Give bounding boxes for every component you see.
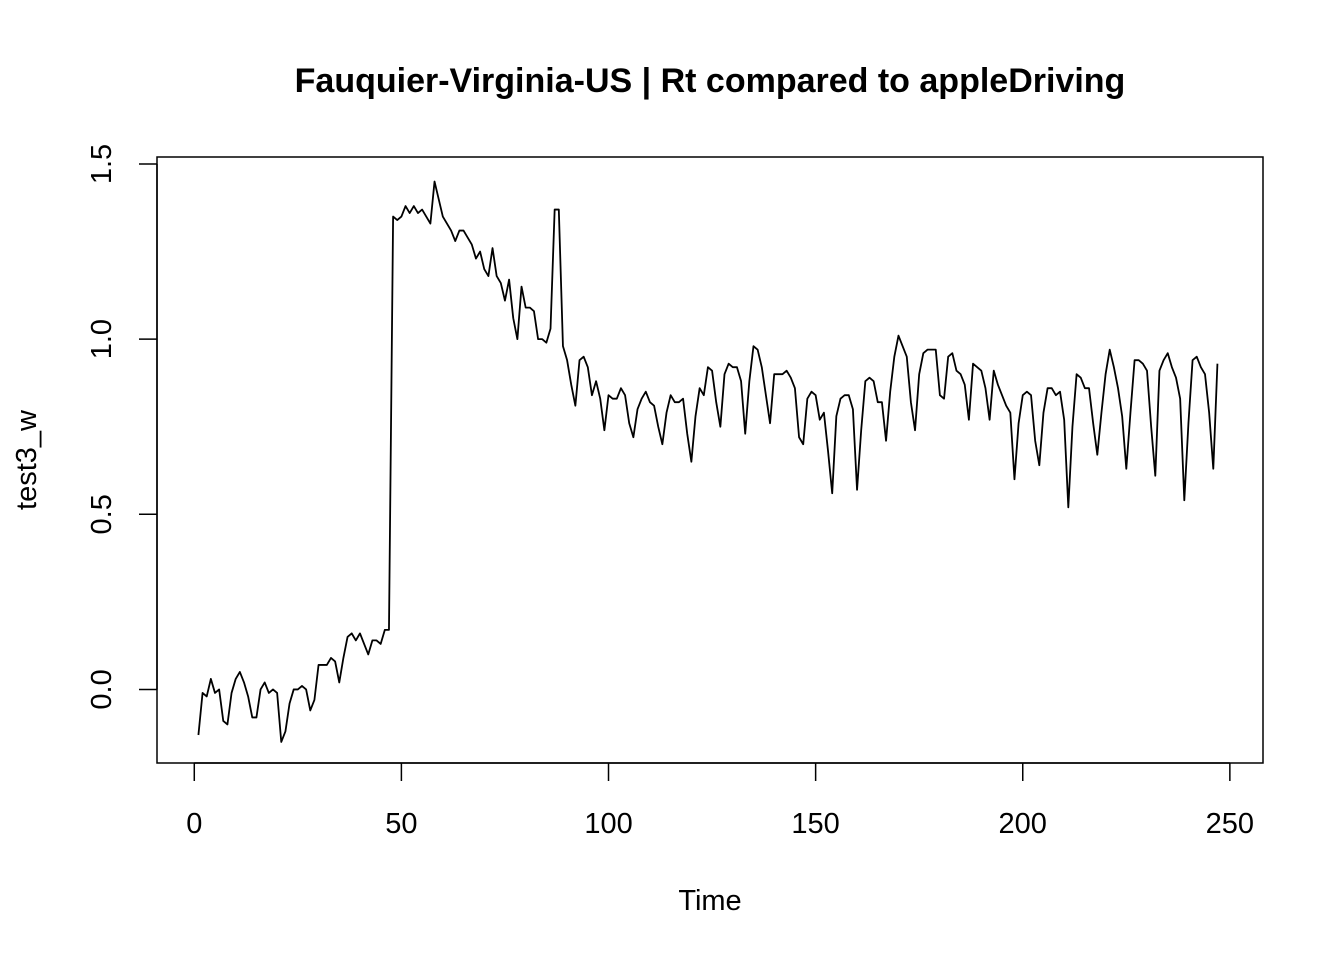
y-axis-label: test3_w	[11, 409, 43, 510]
x-tick-label: 100	[584, 808, 632, 840]
x-tick-label: 0	[186, 808, 202, 840]
y-tick-label: 1.5	[86, 144, 118, 184]
x-tick-label: 150	[791, 808, 839, 840]
y-tick-label: 1.0	[86, 319, 118, 359]
y-tick-label: 0.0	[86, 669, 118, 709]
x-tick-label: 50	[385, 808, 417, 840]
x-tick-label: 250	[1206, 808, 1254, 840]
chart-title: Fauquier-Virginia-US | Rt compared to ap…	[295, 62, 1126, 100]
y-tick-label: 0.5	[86, 494, 118, 534]
x-axis-label: Time	[678, 885, 741, 917]
x-tick-label: 200	[999, 808, 1047, 840]
